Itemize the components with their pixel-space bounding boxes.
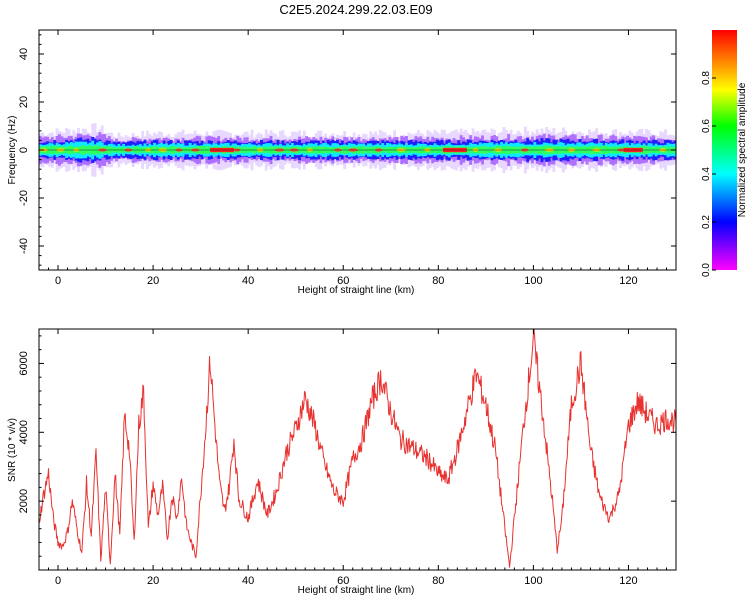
- snr-x-ticks: 0 20 40 60 80 100 120: [38, 329, 677, 587]
- colorbar-label: Normalized spectral amplitude: [737, 82, 748, 217]
- colorbar-tick-label: 0.0: [701, 263, 712, 277]
- snr-x-tick-label: 60: [337, 575, 349, 587]
- colorbar-tick-label: 0.6: [701, 119, 712, 133]
- snr-x-tick-label: 80: [432, 575, 444, 587]
- spectrogram-ylabel: Frequency (Hz): [7, 116, 18, 185]
- spectrogram-y-tick-label: 0: [18, 147, 30, 153]
- snr-ylabel: SNR (10 * v/v): [7, 418, 18, 482]
- spectrogram-x-tick-label: 40: [242, 275, 254, 287]
- spectrogram-x-tick-label: 80: [432, 275, 444, 287]
- snr-frame: [38, 328, 677, 571]
- snr-panel: 0 20 40 60 80 100 120 2000 4000 6000 Height of s…: [7, 328, 677, 596]
- spectrogram-y-tick-label: -20: [18, 190, 30, 206]
- colorbar-tick-label: 0.8: [701, 71, 712, 85]
- spectrogram-y-tick-label: 40: [18, 48, 30, 60]
- colorbar-tick-label: 0.4: [701, 167, 712, 181]
- spectrogram-x-tick-label: 20: [147, 275, 159, 287]
- snr-series-line: [39, 329, 676, 568]
- spectrogram-y-tick-label: 20: [18, 96, 30, 108]
- spectrogram-x-tick-label: 0: [55, 275, 61, 287]
- snr-x-tick-label: 40: [242, 575, 254, 587]
- snr-y-tick-label: 4000: [18, 420, 30, 444]
- spectrogram-band: [39, 123, 676, 177]
- snr-x-tick-label: 0: [55, 575, 61, 587]
- colorbar-tick-label: 0.2: [701, 215, 712, 229]
- chart-title: C2E5.2024.299.22.03.E09: [279, 2, 432, 17]
- spectrogram-x-tick-label: 100: [524, 275, 542, 287]
- spectrogram-y-tick-label: -40: [18, 238, 30, 254]
- snr-x-tick-label: 100: [524, 575, 542, 587]
- spectrogram-xlabel: Height of straight line (km): [298, 285, 415, 296]
- snr-x-tick-label: 20: [147, 575, 159, 587]
- snr-x-tick-label: 120: [619, 575, 637, 587]
- colorbar: 0.0 0.2 0.4 0.6 0.8 Normalized spectral ampl…: [701, 30, 748, 277]
- snr-y-ticks: 2000 4000 6000: [18, 335, 676, 557]
- spectrogram-x-ticks: 0 20 40 60 80 100 120: [38, 30, 677, 287]
- snr-y-tick-label: 6000: [18, 351, 30, 375]
- snr-y-tick-label: 2000: [18, 489, 30, 513]
- spectrogram-panel: 0 20 40 60 80 100 120 40 20 0 -20 -40 Height of st…: [7, 29, 677, 296]
- colorbar-ticks: 0.0 0.2 0.4 0.6 0.8: [701, 71, 716, 277]
- spectrogram-x-tick-label: 60: [337, 275, 349, 287]
- spectrogram-y-ticks: 40 20 0 -20 -40: [18, 34, 676, 266]
- spectrogram-x-tick-label: 120: [619, 275, 637, 287]
- snr-xlabel: Height of straight line (km): [298, 585, 415, 596]
- colorbar-gradient: [712, 30, 737, 270]
